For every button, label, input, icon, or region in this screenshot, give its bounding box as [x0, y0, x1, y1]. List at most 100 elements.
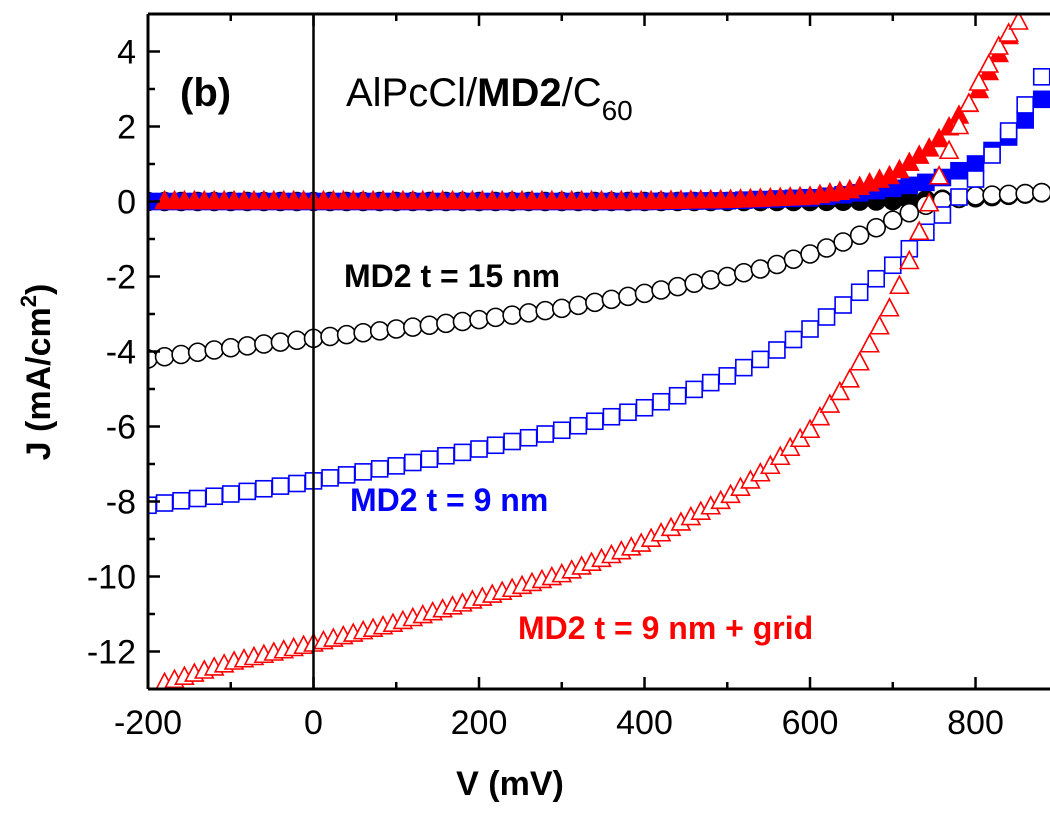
marker-s2-light-71	[859, 333, 880, 353]
marker-s2-light-68	[829, 380, 851, 401]
marker-s1-light-49	[950, 188, 968, 206]
marker-s1-light-2	[172, 491, 190, 510]
marker-s0-light-2	[171, 344, 191, 365]
marker-s0-light-37	[750, 259, 771, 279]
marker-s1-light-23	[519, 428, 538, 447]
marker-s0-light-5	[220, 337, 241, 358]
marker-s0-light-41	[816, 238, 837, 258]
marker-s0-light-13	[353, 322, 373, 343]
y-tick-label-6: 0	[117, 184, 136, 222]
marker-s0-light-46	[899, 202, 920, 223]
marker-s1-light-14	[370, 460, 389, 478]
x-axis-title: V (mV)	[456, 765, 564, 803]
marker-s0-light-20	[469, 309, 489, 330]
marker-s0-light-45	[882, 210, 903, 231]
marker-s1-light-43	[850, 283, 869, 302]
marker-s1-light-19	[453, 443, 472, 462]
marker-s1-light-53	[1016, 96, 1034, 114]
marker-s1-light-26	[569, 416, 588, 435]
marker-s0-light-53	[1015, 183, 1035, 204]
plot-area	[148, 14, 1050, 689]
y-tick-label-8: 4	[117, 34, 136, 72]
marker-s0-light-38	[767, 254, 787, 275]
marker-s0-light-52	[998, 184, 1019, 205]
x-tick-label-2: 200	[451, 704, 508, 742]
marker-s1-light-11	[321, 469, 339, 487]
marker-s0-light-42	[833, 232, 853, 252]
marker-s1-dark-54	[1032, 90, 1050, 109]
x-tick-label-1: 0	[304, 704, 323, 742]
marker-s2-light-79	[938, 139, 960, 160]
marker-s0-light-35	[717, 266, 738, 287]
marker-s0-light-28	[601, 289, 622, 310]
title-part-a: AlPcCl/	[346, 71, 478, 115]
marker-s0-light-36	[734, 262, 754, 283]
marker-s1-light-42	[834, 296, 852, 314]
y-tick-label-1: -10	[87, 559, 136, 597]
marker-s0-light-18	[436, 313, 456, 334]
marker-s1-light-30	[635, 398, 654, 417]
y-tick-label-4: -4	[106, 334, 136, 372]
y-axis-title: J (mA/cm2)	[16, 284, 58, 461]
marker-s0-light-3	[187, 342, 208, 363]
marker-s0-light-25	[551, 298, 572, 319]
title-part-c: /C	[562, 71, 602, 115]
marker-s0-light-34	[700, 270, 721, 290]
y-tick-label-0: -12	[87, 634, 136, 672]
marker-s0-light-22	[502, 305, 522, 325]
marker-s2-light-85	[998, 22, 1019, 42]
series-label-9nm: MD2 t = 9 nm	[350, 482, 548, 518]
marker-s1-light-20	[470, 440, 488, 458]
marker-s2-light-67	[819, 393, 841, 413]
marker-s1-light-45	[883, 256, 902, 275]
marker-s1-dark-49	[950, 161, 968, 180]
marker-s0-light-44	[866, 217, 887, 238]
x-tick-label-0: -200	[114, 704, 182, 742]
marker-s2-light-75	[898, 249, 920, 270]
marker-s1-light-16	[404, 453, 422, 472]
marker-s0-light-40	[800, 244, 820, 264]
marker-s2-light-66	[809, 405, 831, 426]
marker-s1-light-6	[238, 482, 257, 501]
marker-s0-light-12	[336, 324, 357, 345]
y-tick-label-5: -2	[106, 259, 136, 297]
marker-s1-light-25	[552, 421, 571, 440]
marker-s1-light-31	[652, 392, 670, 411]
marker-s0-light-29	[618, 286, 638, 307]
marker-s0-light-17	[419, 315, 440, 336]
marker-s1-light-51	[983, 146, 1001, 164]
marker-s1-light-52	[999, 122, 1018, 140]
marker-s1-light-3	[188, 489, 207, 508]
marker-s1-light-32	[668, 386, 687, 405]
y-tick-label-2: -8	[106, 484, 136, 522]
marker-s1-light-38	[768, 341, 786, 359]
x-tick-label-3: 400	[616, 704, 673, 742]
title-subscript: 60	[602, 95, 633, 126]
marker-s2-light-65	[799, 418, 821, 439]
marker-s1-light-15	[387, 457, 406, 475]
marker-s1-dark-46	[900, 176, 919, 195]
marker-s2-light-80	[948, 114, 970, 135]
series-label-9nm-grid: MD2 t = 9 nm + grid	[518, 610, 813, 646]
marker-s1-light-27	[586, 412, 604, 431]
marker-s2-light-84	[988, 35, 1010, 55]
marker-s0-light-30	[634, 283, 655, 304]
marker-s0-light-31	[651, 280, 671, 300]
y-tick-label-7: 2	[117, 109, 136, 147]
marker-s1-light-4	[205, 487, 224, 506]
marker-s1-light-29	[619, 403, 637, 422]
marker-s2-light-77	[918, 192, 940, 212]
chart-title: AlPcCl/MD2/C60	[346, 71, 633, 126]
data-marks	[148, 14, 1050, 689]
marker-s0-light-32	[667, 276, 688, 297]
y-axis-title-superscript: 2	[16, 295, 41, 307]
marker-s1-light-12	[337, 466, 356, 484]
marker-s1-light-36	[735, 358, 753, 377]
marker-s0-light-11	[320, 326, 340, 347]
marker-s1-light-24	[536, 425, 555, 443]
marker-s1-light-33	[685, 380, 703, 399]
marker-s1-dark-50	[966, 155, 985, 173]
y-tick-label-3: -6	[106, 409, 136, 447]
marker-s1-light-18	[437, 446, 455, 465]
x-tick-label-4: 600	[782, 704, 839, 742]
